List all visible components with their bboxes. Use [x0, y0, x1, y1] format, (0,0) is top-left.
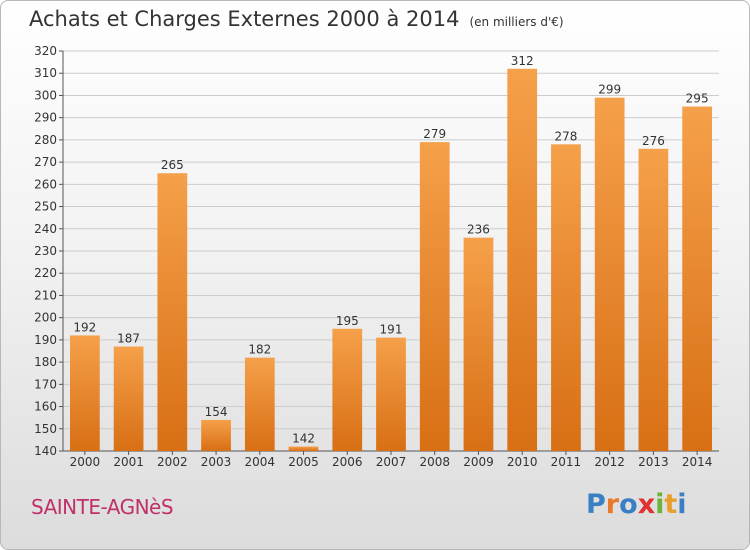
- x-tick-label-2001: 2001: [113, 455, 144, 469]
- logo-letter: o: [619, 489, 638, 520]
- y-tick-label: 280: [34, 133, 57, 147]
- y-tick-label: 240: [34, 222, 57, 236]
- axes: 140 150 160 170 180 190 200 210 220 230 240 250 260 2…: [34, 44, 719, 469]
- bar-2014: [682, 106, 713, 452]
- data-label-2010: 312: [511, 54, 534, 68]
- y-tick-label: 310: [34, 66, 57, 80]
- data-label-2000: 192: [73, 320, 96, 334]
- data-label-2005: 142: [292, 432, 315, 446]
- bar-2012: [594, 97, 625, 452]
- y-tick-label: 150: [34, 422, 57, 436]
- bar-2001: [113, 346, 144, 451]
- y-tick-label: 270: [34, 155, 57, 169]
- bar-2011: [551, 144, 581, 452]
- x-tick-label-2010: 2010: [507, 455, 538, 469]
- y-tick-label: 180: [34, 355, 57, 369]
- bar-2008: [419, 142, 450, 451]
- logo-letter: t: [664, 489, 678, 520]
- bar-2003: [201, 419, 231, 451]
- bar-2010: [507, 68, 538, 452]
- y-tick-label: 190: [34, 333, 57, 347]
- y-tick-label: 290: [34, 111, 57, 125]
- x-tick-label-2005: 2005: [288, 455, 319, 469]
- data-label-2012: 299: [598, 83, 621, 97]
- commune-name: SAINTE-AGNèS: [31, 495, 174, 519]
- y-tick-label: 140: [34, 444, 57, 458]
- bar-2002: [157, 173, 188, 451]
- x-tick-label-2007: 2007: [376, 455, 407, 469]
- data-label-2013: 276: [642, 134, 665, 148]
- x-tick-label-2009: 2009: [463, 455, 494, 469]
- bar-2006: [332, 328, 363, 451]
- x-tick-label-2004: 2004: [245, 455, 276, 469]
- x-tick-label-2006: 2006: [332, 455, 363, 469]
- logo-letter: P: [586, 489, 606, 520]
- y-tick-label: 220: [34, 266, 57, 280]
- data-label-2002: 265: [161, 158, 184, 172]
- chart-title: Achats et Charges Externes 2000 à 2014 (e…: [29, 7, 564, 31]
- x-tick-label-2000: 2000: [70, 455, 101, 469]
- chart-title-text: Achats et Charges Externes 2000 à 2014: [29, 7, 460, 31]
- x-tick-label-2002: 2002: [157, 455, 188, 469]
- y-tick-label: 260: [34, 177, 57, 191]
- data-label-2011: 278: [554, 129, 577, 143]
- data-label-2009: 236: [467, 223, 490, 237]
- data-label-2014: 295: [686, 92, 709, 106]
- y-tick-label: 160: [34, 400, 57, 414]
- y-tick-label: 250: [34, 200, 57, 214]
- logo-letter: i: [655, 489, 665, 520]
- chart-unit: (en milliers d'€): [469, 15, 564, 29]
- proxiti-logo: Proxiti: [586, 489, 687, 520]
- bar-2000: [69, 335, 100, 451]
- bar-2009: [463, 237, 494, 451]
- logo-letter: i: [677, 489, 687, 520]
- data-label-2007: 191: [380, 323, 403, 337]
- data-labels: 192 187 265 154 182 142 195 191 279 236 312 278 299 2…: [73, 54, 708, 446]
- x-tick-label-2013: 2013: [638, 455, 669, 469]
- data-label-2003: 154: [205, 405, 228, 419]
- logo-letter: x: [637, 489, 656, 520]
- bar-2004: [244, 357, 275, 451]
- y-tick-label: 320: [34, 44, 57, 58]
- bar-2013: [638, 148, 669, 451]
- y-tick-label: 200: [34, 311, 57, 325]
- y-tick-label: 210: [34, 288, 57, 302]
- data-label-2006: 195: [336, 314, 359, 328]
- x-tick-label-2012: 2012: [594, 455, 625, 469]
- x-tick-label-2014: 2014: [682, 455, 713, 469]
- x-tick-label-2011: 2011: [551, 455, 582, 469]
- bars: [69, 68, 713, 452]
- y-tick-label: 170: [34, 377, 57, 391]
- data-label-2004: 182: [248, 343, 271, 357]
- logo-letter: r: [605, 489, 620, 520]
- x-tick-label-2003: 2003: [201, 455, 232, 469]
- data-label-2008: 279: [423, 127, 446, 141]
- y-tick-label: 230: [34, 244, 57, 258]
- data-label-2001: 187: [117, 332, 140, 346]
- bar-2007: [376, 337, 406, 451]
- bar-2005: [288, 446, 319, 451]
- y-tick-label: 300: [34, 88, 57, 102]
- x-tick-label-2008: 2008: [419, 455, 450, 469]
